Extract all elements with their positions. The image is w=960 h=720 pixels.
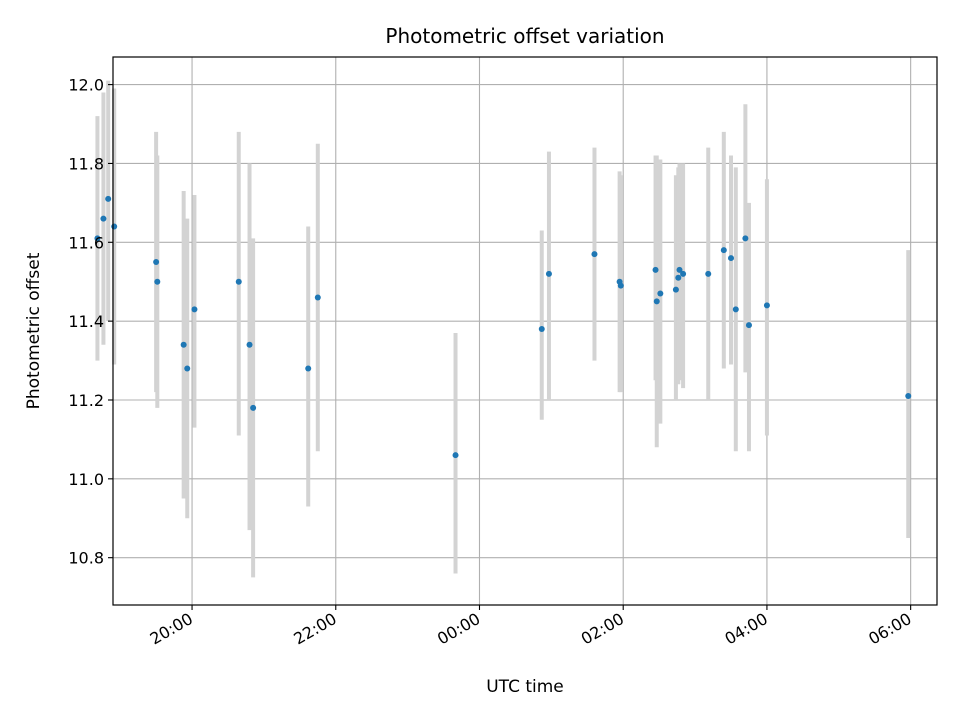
y-tick-label: 12.0 [68,76,104,95]
y-tick-label: 11.4 [68,312,104,331]
y-tick-label: 10.8 [68,549,104,568]
data-point [184,365,191,372]
data-point [305,365,312,372]
y-axis-title: Photometric offset [24,252,44,409]
y-tick-label: 11.0 [68,470,104,489]
data-point [153,259,160,266]
data-point [720,247,727,254]
plot-frame [112,56,938,606]
data-point [763,302,770,309]
data-point [314,294,321,301]
data-point [672,286,679,293]
data-point [591,251,598,258]
data-point [545,270,552,277]
data-point [905,393,912,400]
data-point [105,195,112,202]
data-point [652,266,659,273]
data-point [191,306,198,313]
data-point [732,306,739,313]
y-tick-label: 11.8 [68,154,104,173]
chart-title: Photometric offset variation [385,24,664,48]
data-point [94,235,101,242]
data-point [100,215,107,222]
data-point [653,298,660,305]
data-point [246,341,253,348]
data-point [657,290,664,297]
data-point [705,270,712,277]
data-point [745,322,752,329]
x-axis-title: UTC time [486,677,564,697]
point-layer [94,195,912,459]
data-point [154,278,161,285]
data-point [617,282,624,289]
data-point [452,452,459,459]
data-point [728,255,734,262]
data-point [680,270,687,277]
y-tick-label: 11.2 [68,391,104,410]
data-point [250,404,257,411]
data-point [538,326,545,333]
data-point [675,274,682,281]
data-point [676,266,683,273]
data-point [742,235,749,242]
data-point [180,341,187,348]
data-point [235,278,242,285]
data-point [111,223,118,230]
y-tick-label: 11.6 [68,233,104,252]
